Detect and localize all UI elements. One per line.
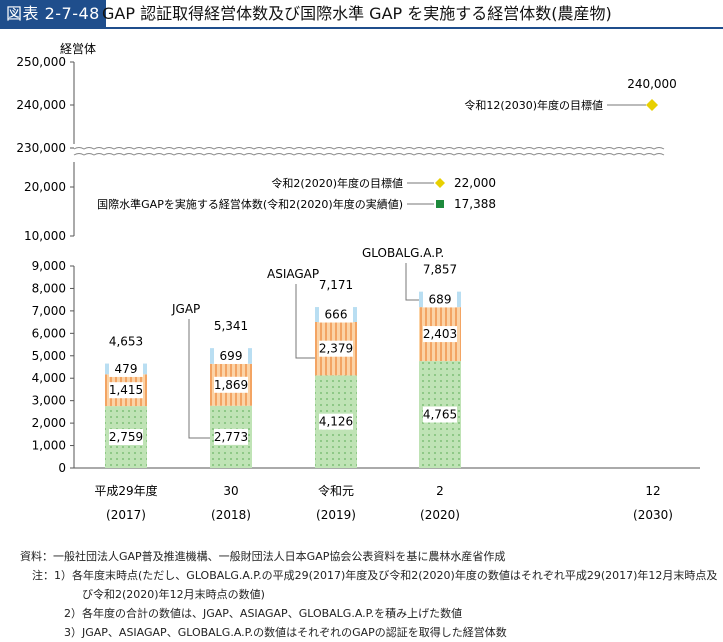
target-2020-value: 22,000: [454, 176, 496, 190]
y-tick-label: 10,000: [24, 229, 66, 243]
target-2030-marker: [646, 99, 658, 111]
callout-leader: [295, 284, 315, 359]
y-tick-label: 20,000: [24, 180, 66, 194]
axis-break-line: [73, 147, 665, 150]
data-label-bg: [423, 291, 457, 308]
total-label: 5,341: [214, 319, 248, 333]
data-label-bg: [319, 306, 353, 323]
data-label: 1,415: [109, 383, 143, 397]
data-label-bg: [319, 340, 353, 357]
total-label: 4,653: [109, 335, 143, 349]
y-tick-label: 7,000: [32, 304, 66, 318]
y-tick-label: 4,000: [32, 371, 66, 385]
x-tick-label: 平成29年度: [94, 483, 157, 498]
y-tick-label: 250,000: [16, 55, 66, 69]
x-tick-label: 令和元: [318, 483, 354, 498]
series-callout-globalgap: GLOBALG.A.P.: [362, 246, 444, 260]
y-tick-label: 6,000: [32, 326, 66, 340]
title-bar: 図表 2-7-48 GAP 認証取得経営体数及び国際水準 GAP を実施する経営…: [0, 0, 723, 29]
data-label: 2,773: [214, 430, 248, 444]
data-label-bg: [109, 382, 143, 399]
data-label-bg: [109, 360, 143, 377]
data-label-bg: [109, 429, 143, 446]
x-tick-year: (2020): [420, 508, 460, 522]
data-label-bg: [214, 347, 248, 364]
chart-canvas: 経営体 0 1,000 2,000 3,000 4,000 5,000 6,000 7,000 8…: [16, 42, 700, 522]
axis-break-line: [73, 153, 665, 156]
figure-number-badge: 図表 2-7-48: [0, 0, 106, 27]
y-tick-label: 3,000: [32, 394, 66, 408]
note-1-continued: び令和2(2020)年12月末時点の数値): [82, 588, 265, 601]
target-2020-label: 令和2(2020)年度の目標値: [271, 176, 403, 190]
data-label: 1,869: [214, 378, 248, 392]
target-2020-marker: [435, 178, 445, 188]
y-tick-label: 8,000: [32, 281, 66, 295]
data-label-bg: [214, 376, 248, 393]
data-label-bg: [214, 428, 248, 445]
data-label: 479: [115, 362, 138, 376]
total-label: 7,857: [423, 263, 457, 277]
callout-leader: [405, 263, 419, 301]
data-label: 2,379: [319, 342, 353, 356]
data-label: 4,126: [319, 415, 353, 429]
data-label: 699: [220, 349, 243, 363]
actual-2020-marker: [436, 200, 444, 208]
notes-section: 資料：一般社団法人GAP普及推進機構、一般財団法人日本GAP協会公表資料を基に農…: [20, 547, 720, 642]
x-tick-year: (2030): [633, 508, 673, 522]
actual-2020-value: 17,388: [454, 197, 496, 211]
total-label: 7,171: [319, 278, 353, 292]
actual-2020-label: 国際水準GAPを実施する経営体数(令和2(2020)年度の実績値): [97, 197, 403, 211]
data-label: 2,403: [423, 327, 457, 341]
y-tick-label: 2,000: [32, 416, 66, 430]
chart-title: GAP 認証取得経営体数及び国際水準 GAP を実施する経営体数(農産物): [102, 4, 612, 23]
x-tick-label: 2: [436, 484, 444, 498]
y-tick-label: 1,000: [32, 439, 66, 453]
note-1: 注：1）各年度末時点(ただし、GLOBALG.A.P.の平成29(2017)年度…: [32, 569, 718, 582]
data-label: 4,765: [423, 408, 457, 422]
data-label: 2,759: [109, 430, 143, 444]
y-tick-label: 240,000: [16, 98, 66, 112]
note-2: 2）各年度の合計の数値は、JGAP、ASIAGAP、GLOBALG.A.P.を積…: [64, 607, 463, 620]
target-2030-label: 令和12(2030)年度の目標値: [464, 98, 603, 112]
y-axis-title: 経営体: [60, 42, 96, 56]
x-tick-year: (2017): [106, 508, 146, 522]
data-label: 689: [429, 292, 452, 306]
x-tick-label: 12: [645, 484, 660, 498]
x-tick-year: (2018): [211, 508, 251, 522]
series-callout-asiagap: ASIAGAP: [267, 267, 319, 281]
x-tick-label: 30: [223, 484, 238, 498]
y-tick-label: 0: [58, 461, 66, 475]
y-tick-label: 5,000: [32, 349, 66, 363]
data-label-bg: [423, 406, 457, 423]
y-tick-label: 230,000: [16, 141, 66, 155]
data-label-bg: [319, 413, 353, 430]
y-tick-label: 9,000: [32, 259, 66, 273]
data-label: 666: [325, 308, 348, 322]
series-callout-jgap: JGAP: [171, 302, 200, 316]
target-2030-value: 240,000: [627, 77, 677, 91]
note-3: 3）JGAP、ASIAGAP、GLOBALG.A.P.の数値はそれぞれのGAPの…: [64, 626, 507, 639]
source-note: 資料：一般社団法人GAP普及推進機構、一般財団法人日本GAP協会公表資料を基に農…: [20, 550, 506, 563]
x-tick-year: (2019): [316, 508, 356, 522]
callout-leader: [188, 319, 210, 439]
data-label-bg: [423, 326, 457, 343]
